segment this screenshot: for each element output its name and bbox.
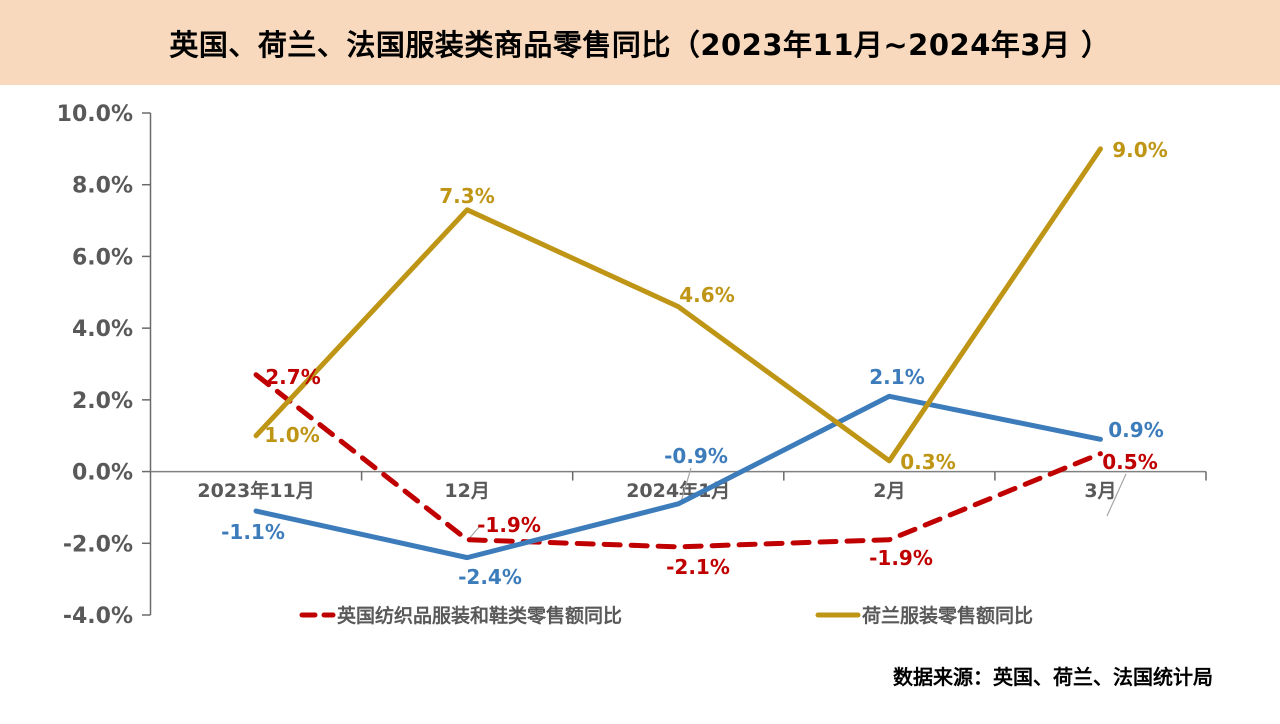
y-axis-label: -2.0% (63, 532, 133, 557)
legend-label-nl-gold-solid: 荷兰服装零售额同比 (862, 604, 1033, 627)
series-line-uk-red-dashed (253, 372, 1103, 550)
x-axis-label: 2023年11月 (197, 479, 314, 502)
x-axis-label: 2月 (873, 480, 905, 502)
line-chart: 10.0% 8.0% 6.0% 4.0% 2.0% 0.0% -2.0% -4.0% 2023年… (57, 102, 1213, 689)
chart-title: 英国、荷兰、法国服装类商品零售同比（2023年11月~2024年3月 ） (169, 27, 1111, 62)
data-label-blue-solid: -0.9% (664, 444, 728, 468)
data-label-nl-gold-solid: 0.3% (900, 450, 955, 474)
data-label-uk-red-dashed: 0.5% (1102, 450, 1157, 474)
y-axis-label: 10.0% (57, 102, 133, 127)
series-line-blue-solid (253, 393, 1103, 561)
legend-label-uk-red-dashed: 英国纺织品服装和鞋类零售额同比 (337, 604, 622, 627)
chart-header: 英国、荷兰、法国服装类商品零售同比（2023年11月~2024年3月 ） (0, 0, 1280, 85)
y-axis-label: 2.0% (72, 389, 133, 414)
data-label-blue-solid: 0.9% (1108, 418, 1163, 442)
data-label-uk-red-dashed: -1.9% (477, 513, 541, 537)
data-label-nl-gold-solid: 7.3% (439, 184, 494, 208)
x-axis-label: 12月 (444, 480, 489, 502)
label-leader-line (1106, 473, 1127, 517)
data-label-uk-red-dashed: -1.9% (869, 546, 933, 570)
y-axis-label: 0.0% (72, 461, 133, 486)
x-axis-label: 3月 (1084, 480, 1116, 502)
data-label-nl-gold-solid: 4.6% (679, 283, 734, 307)
y-axis-label: 6.0% (72, 245, 133, 270)
data-label-blue-solid: 2.1% (869, 365, 924, 389)
chart-area: 10.0% 8.0% 6.0% 4.0% 2.0% 0.0% -2.0% -4.0% 2023年… (0, 85, 1280, 720)
data-label-uk-red-dashed: 2.7% (265, 365, 320, 389)
y-axis-label: -4.0% (63, 604, 133, 629)
data-label-blue-solid: -1.1% (221, 520, 285, 544)
label-leader-line (680, 467, 692, 503)
y-axis-label: 8.0% (72, 174, 133, 199)
data-label-blue-solid: -2.4% (458, 565, 522, 589)
data-label-uk-red-dashed: -2.1% (666, 555, 730, 579)
data-source-note: 数据来源：英国、荷兰、法国统计局 (893, 665, 1213, 689)
data-label-nl-gold-solid: 1.0% (264, 423, 319, 447)
y-axis-label: 4.0% (72, 317, 133, 342)
data-label-nl-gold-solid: 9.0% (1112, 138, 1167, 162)
series-line-nl-gold-solid (253, 146, 1103, 464)
x-axis-label: 2024年1月 (626, 479, 730, 502)
